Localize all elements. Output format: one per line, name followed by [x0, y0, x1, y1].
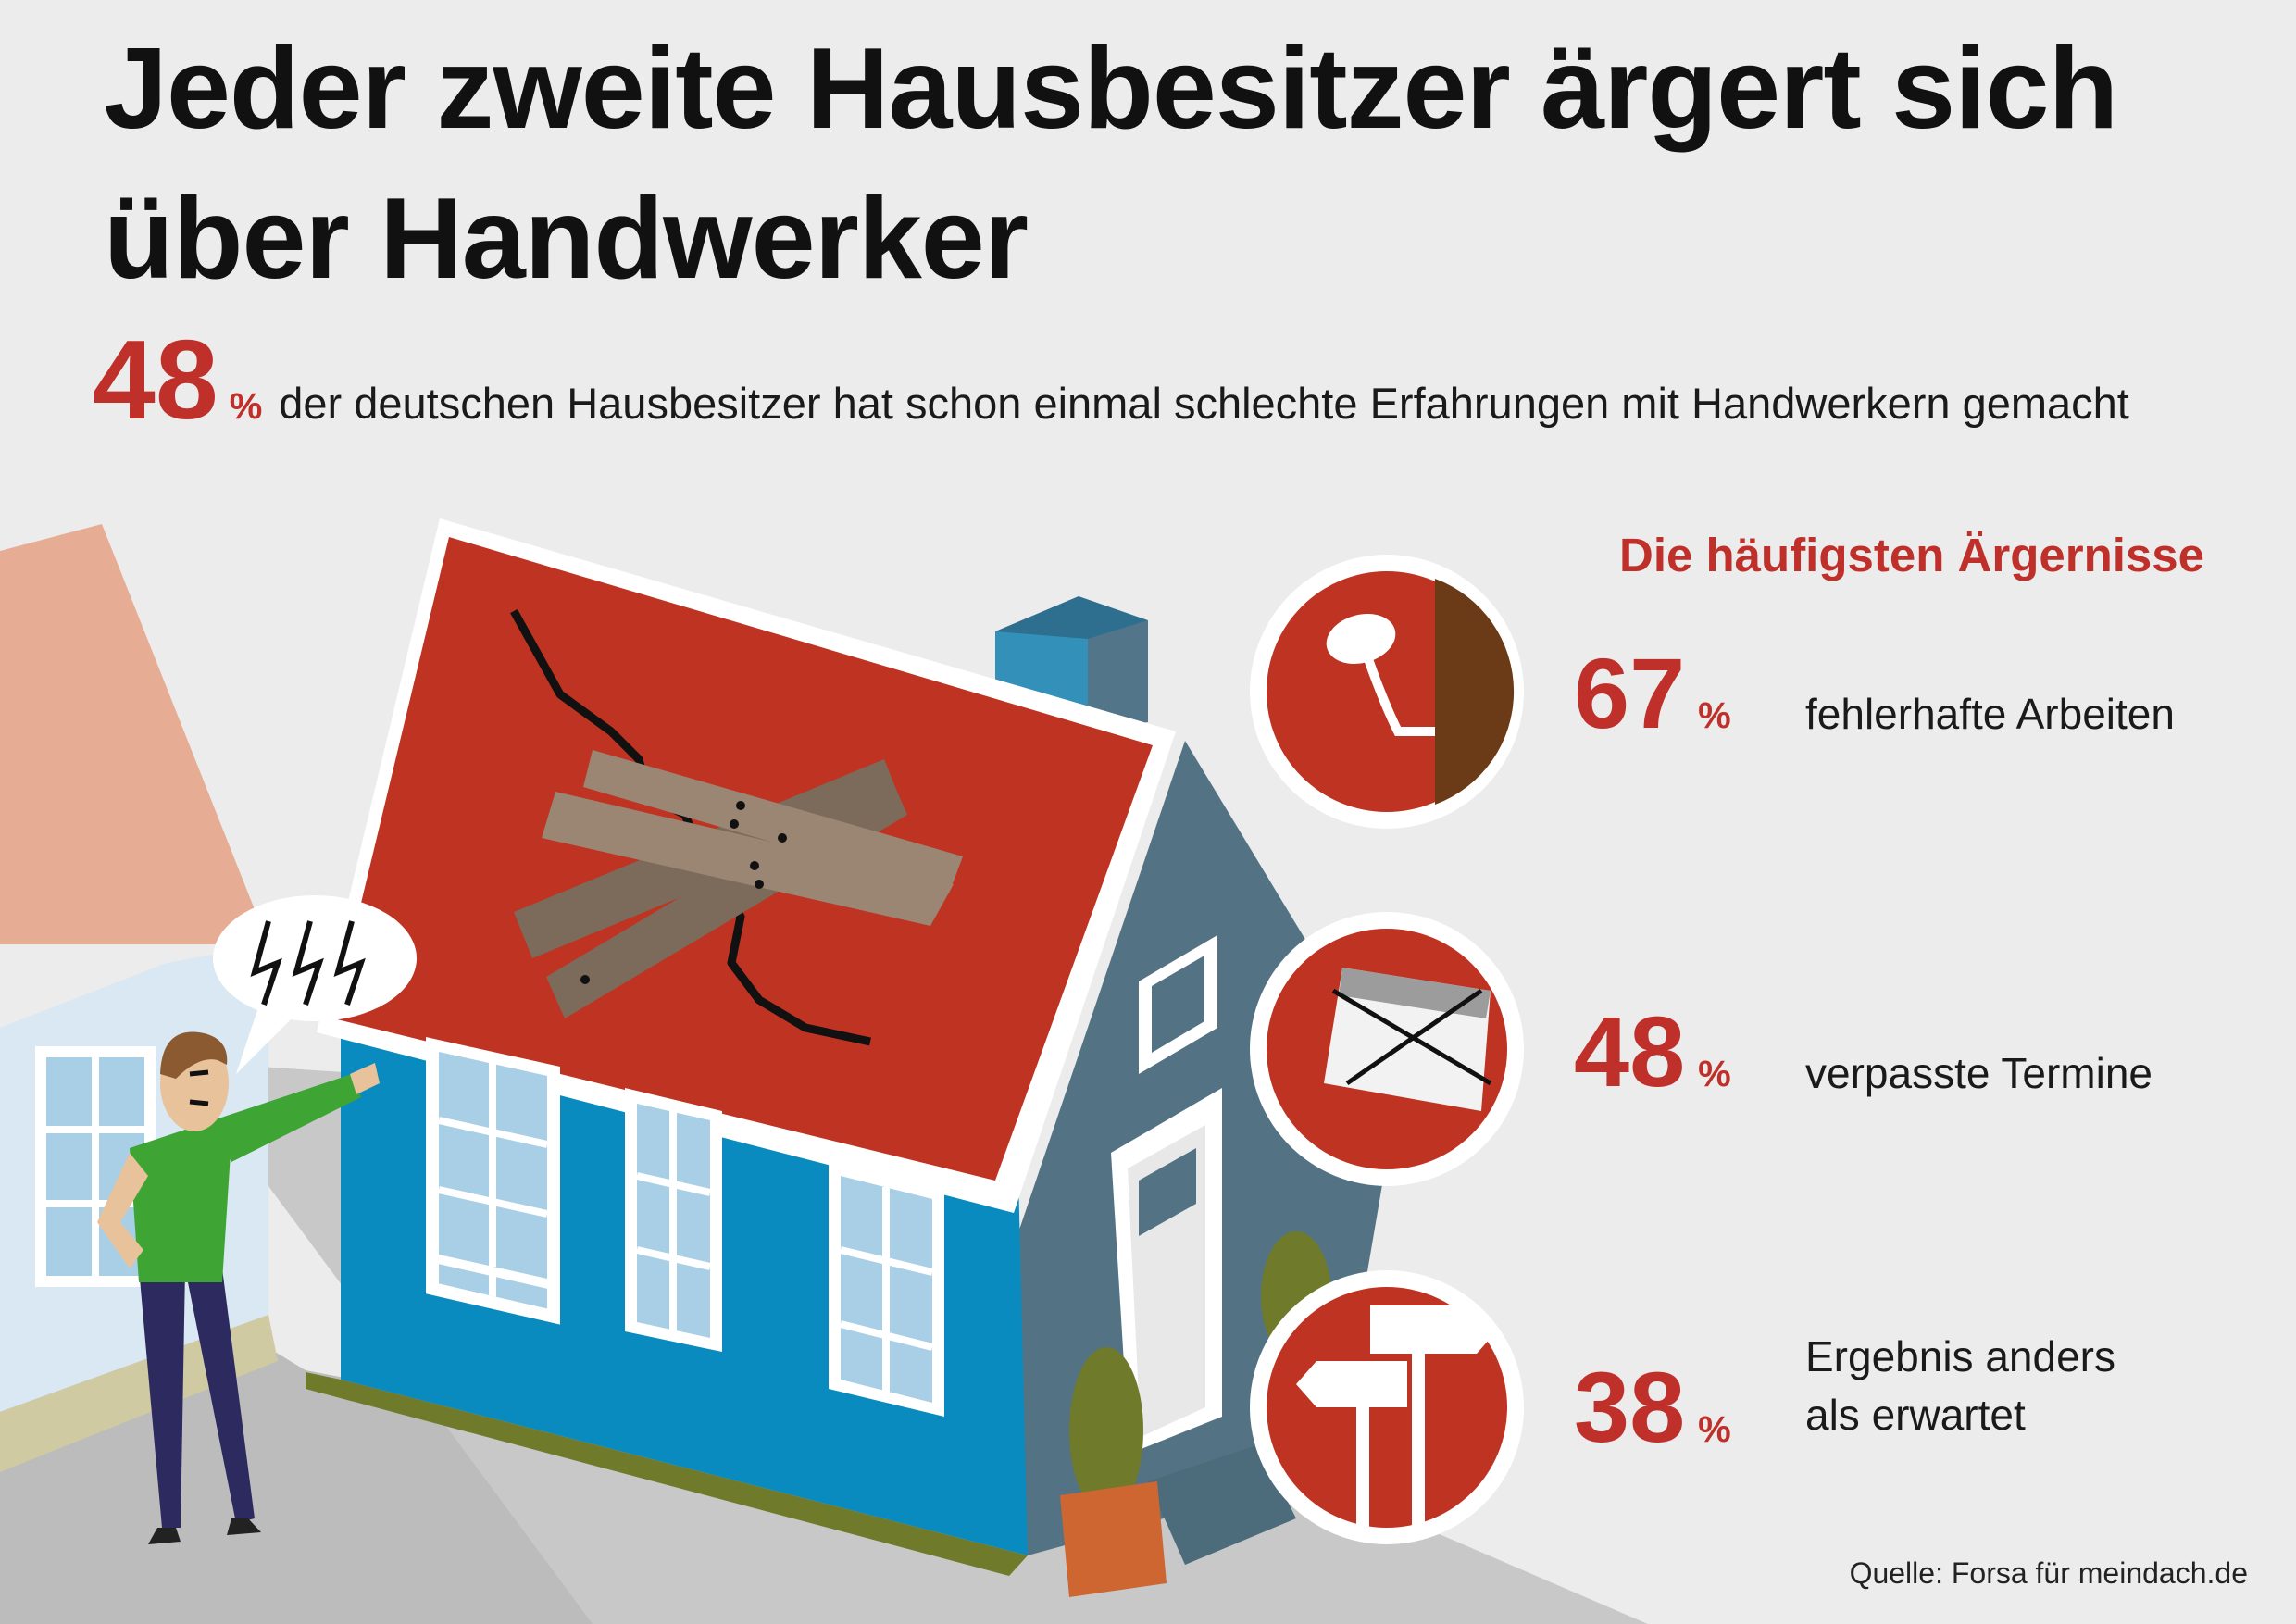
house-window: [829, 1162, 944, 1417]
stat-unit: %: [1698, 1054, 1731, 1094]
house-window: [625, 1088, 722, 1352]
headline-text: der deutschen Hausbesitzer hat schon ein…: [279, 379, 2129, 428]
house-window: [426, 1037, 560, 1292]
angry-man: [97, 1031, 380, 1544]
speech-bubble: [213, 895, 417, 1074]
door-step: [1148, 1444, 1296, 1565]
signpost-icon: [1250, 1270, 1524, 1544]
stat-value: 48%: [1574, 1002, 1731, 1102]
ground: [0, 1185, 1648, 1624]
crossed-calendar-icon: [1250, 912, 1524, 1186]
headline-number: 48: [93, 317, 218, 443]
wooden-boards: [514, 750, 963, 1018]
headline-unit: %: [229, 386, 263, 427]
stat-label: Ergebnis anders: [1805, 1332, 2115, 1380]
stat-label-line2: als erwartet: [1805, 1391, 2026, 1439]
bent-nail-icon: [1250, 555, 1524, 829]
stat-number: 38: [1574, 1351, 1686, 1463]
door-window: [1139, 1148, 1196, 1236]
house-base-grass: [306, 1372, 1028, 1576]
stat-value: 67%: [1574, 643, 1731, 743]
stat-label: fehlerhafte Arbeiten: [1805, 690, 2175, 738]
headline-stat: 48% der deutschen Hausbesitzer hat schon …: [93, 315, 2129, 444]
source-note: Quelle: Forsa für meindach.de: [1849, 1556, 2248, 1590]
stat-label: verpasste Termine: [1805, 1049, 2152, 1097]
page-title-line2: über Handwerker: [104, 175, 1029, 303]
potted-plant: [1069, 1347, 1143, 1514]
chimney-top: [995, 596, 1148, 639]
stat-number: 48: [1574, 995, 1686, 1107]
flower-pot: [1060, 1481, 1167, 1597]
neighbor-roof: [0, 524, 268, 944]
stat-unit: %: [1698, 1409, 1731, 1450]
stat-number: 67: [1574, 637, 1686, 749]
stat-value: 38%: [1574, 1357, 1731, 1457]
section-title: Die häufigsten Ärgernisse: [1619, 529, 2204, 581]
chimney-side: [1088, 620, 1148, 731]
stat-unit: %: [1698, 695, 1731, 736]
side-window-glass: [1152, 956, 1204, 1053]
page-title: Jeder zweite Hausbesitzer ärgert sich: [104, 25, 2118, 153]
